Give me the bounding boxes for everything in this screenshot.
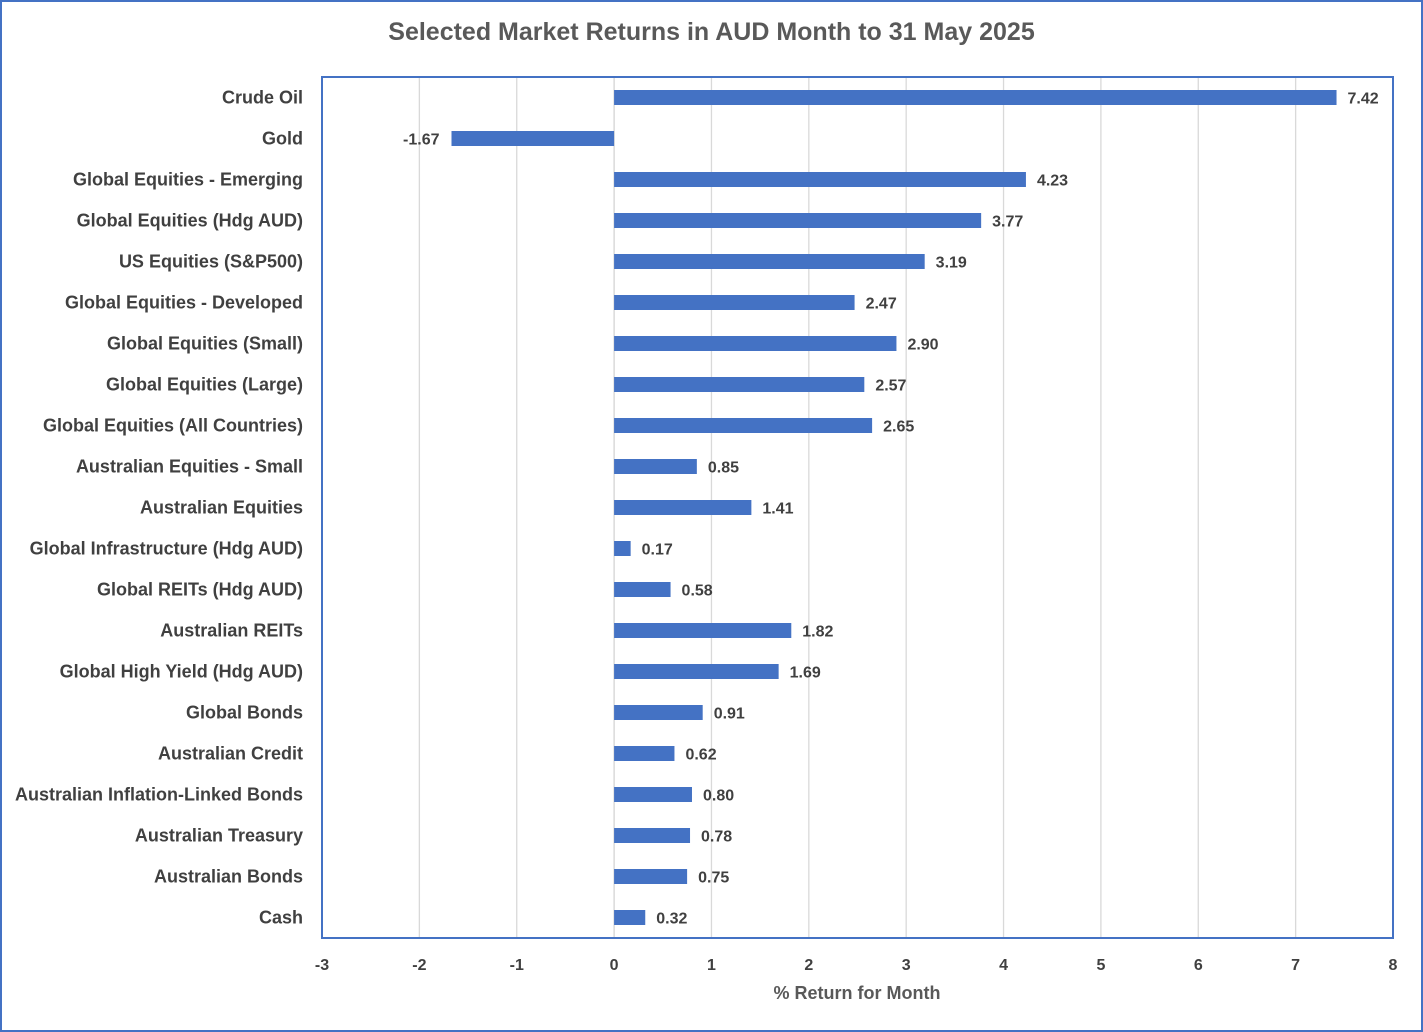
- data-label: 3.77: [992, 214, 1023, 231]
- category-label: Global Equities - Emerging: [73, 170, 303, 190]
- bar: [614, 377, 865, 392]
- category-label: Cash: [259, 908, 303, 928]
- data-label: 1.82: [802, 624, 833, 641]
- x-tick-label: 2: [804, 957, 813, 974]
- data-label: 0.75: [698, 870, 729, 887]
- x-tick-label: 6: [1194, 957, 1203, 974]
- bar: [451, 131, 615, 146]
- bar: [614, 582, 671, 597]
- data-label: -1.67: [403, 132, 440, 149]
- bar: [614, 336, 897, 351]
- x-tick-label: 3: [902, 957, 911, 974]
- category-label: US Equities (S&P500): [119, 252, 303, 272]
- category-label: Global High Yield (Hdg AUD): [60, 662, 303, 682]
- data-label: 0.78: [701, 829, 732, 846]
- category-label: Australian Equities: [140, 498, 303, 518]
- bar: [614, 705, 703, 720]
- bar: [614, 254, 925, 269]
- category-label: Australian REITs: [160, 621, 303, 641]
- data-label: 2.57: [875, 378, 906, 395]
- x-tick-label: 7: [1291, 957, 1300, 974]
- bar: [614, 418, 873, 433]
- bar: [614, 746, 675, 761]
- bar: [614, 787, 692, 802]
- category-label: Global Equities - Developed: [65, 293, 303, 313]
- data-label: 3.19: [936, 255, 967, 272]
- category-labels: Crude Oil Gold Global Equities - Emerging G…: [15, 88, 303, 928]
- category-label: Global Equities (Large): [106, 375, 303, 395]
- bar: [614, 828, 691, 843]
- category-label: Global Equities (Small): [107, 334, 303, 354]
- category-label: Gold: [262, 129, 303, 149]
- bar: [614, 869, 688, 884]
- data-label: 2.47: [866, 296, 897, 313]
- category-label: Australian Credit: [158, 744, 303, 764]
- x-tick-label: 0: [610, 957, 619, 974]
- category-label: Australian Equities - Small: [76, 457, 303, 477]
- bar: [614, 295, 855, 310]
- data-label: 4.23: [1037, 173, 1068, 190]
- bar: [614, 90, 1337, 105]
- bar: [614, 213, 982, 228]
- data-label: 1.41: [762, 501, 793, 518]
- x-tick-label: -3: [315, 957, 329, 974]
- data-label: 0.32: [656, 911, 687, 928]
- x-tick-label: 1: [707, 957, 716, 974]
- data-label: 2.90: [907, 337, 938, 354]
- chart-title: Selected Market Returns in AUD Month to …: [388, 18, 1035, 46]
- data-label: 1.69: [790, 665, 821, 682]
- data-label: 0.58: [682, 583, 713, 600]
- x-tick-label: -2: [412, 957, 426, 974]
- x-tick-label: 8: [1389, 957, 1398, 974]
- bar: [614, 623, 792, 638]
- data-label: 0.17: [642, 542, 673, 559]
- gridlines: [418, 77, 1297, 938]
- data-label: 0.85: [708, 460, 739, 477]
- bars: [451, 90, 1337, 925]
- data-label: 0.91: [714, 706, 745, 723]
- data-label: 2.65: [883, 419, 914, 436]
- category-label: Global Infrastructure (Hdg AUD): [30, 539, 303, 559]
- data-labels: 7.42 -1.67 4.23 3.77 3.19 2.47 2.90 2.57 2.65 0.8…: [403, 91, 1379, 928]
- x-tick-label: -1: [510, 957, 524, 974]
- data-label: 0.80: [703, 788, 734, 805]
- x-tick-label: 4: [999, 957, 1008, 974]
- category-label: Global Bonds: [186, 703, 303, 723]
- plot-area-border: [321, 76, 1394, 939]
- bar: [614, 500, 752, 515]
- bar: [614, 541, 631, 556]
- category-label: Global REITs (Hdg AUD): [97, 580, 303, 600]
- category-label: Global Equities (All Countries): [43, 416, 303, 436]
- bar: [614, 459, 697, 474]
- data-label: 0.62: [685, 747, 716, 764]
- bar: [614, 664, 779, 679]
- category-label: Australian Bonds: [154, 867, 303, 887]
- category-label: Global Equities (Hdg AUD): [77, 211, 303, 231]
- category-label: Australian Inflation-Linked Bonds: [15, 785, 303, 805]
- data-label: 7.42: [1348, 91, 1379, 108]
- x-tick-labels: -3 -2 -1 0 1 2 3 4 5 6 7 8: [315, 957, 1398, 974]
- category-label: Australian Treasury: [135, 826, 303, 846]
- category-label: Crude Oil: [222, 88, 303, 108]
- bar: [614, 910, 646, 925]
- x-tick-label: 5: [1096, 957, 1105, 974]
- bar: [614, 172, 1026, 187]
- x-axis-title: % Return for Month: [774, 983, 941, 1003]
